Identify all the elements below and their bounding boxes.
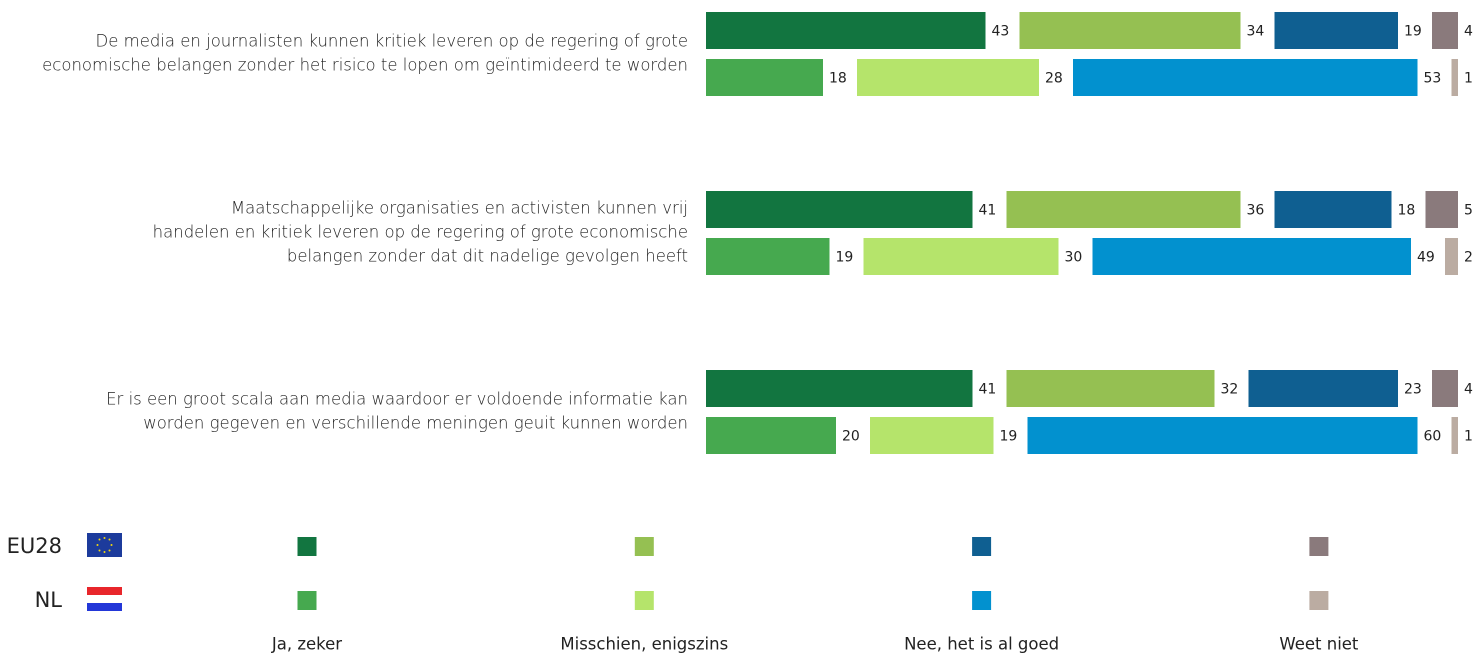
- bar-segment: [1445, 238, 1458, 275]
- bar-segment: [870, 417, 994, 454]
- bar-segment: [706, 59, 823, 96]
- value-label: 49: [1417, 250, 1435, 266]
- value-label: 28: [1045, 71, 1063, 87]
- value-label: 36: [1247, 203, 1265, 219]
- legend-swatch: [634, 591, 654, 610]
- legend-label: Nee, het is al goed: [904, 635, 1059, 653]
- bar-segment: [863, 238, 1059, 275]
- value-label: 4: [1464, 382, 1473, 398]
- value-label: 53: [1424, 71, 1442, 87]
- bar-segment: [1432, 12, 1458, 49]
- bar-segment: [1274, 12, 1398, 49]
- group-label: NL: [35, 588, 63, 612]
- value-label: 19: [1000, 429, 1018, 445]
- bar-segment: [1006, 191, 1241, 228]
- value-label: 19: [836, 250, 854, 266]
- bar-segment: [1432, 370, 1458, 407]
- bar-segment: [706, 191, 973, 228]
- legend-swatch: [297, 537, 317, 556]
- value-label: 34: [1247, 24, 1265, 40]
- value-label: 30: [1065, 250, 1083, 266]
- value-label: 41: [979, 382, 997, 398]
- bar-segment: [1006, 370, 1215, 407]
- bar-segment: [1092, 238, 1411, 275]
- value-label: 2: [1464, 250, 1473, 266]
- value-label: 1: [1464, 429, 1473, 445]
- bar-segment: [857, 59, 1039, 96]
- legend-label: Ja, zeker: [271, 635, 342, 653]
- value-label: 5: [1464, 203, 1473, 219]
- nl-flag: [87, 587, 122, 611]
- legend-label: Weet niet: [1279, 635, 1359, 653]
- bar-segment: [1019, 12, 1241, 49]
- question-label: belangen zonder dat dit nadelige gevolge…: [287, 247, 688, 266]
- bar-segment: [706, 238, 830, 275]
- question-label: economische belangen zonder het risico t…: [42, 56, 688, 75]
- value-label: 23: [1404, 382, 1422, 398]
- bar-segment: [706, 370, 973, 407]
- value-label: 43: [992, 24, 1010, 40]
- legend-swatch: [297, 591, 317, 610]
- bar-segment: [1451, 59, 1458, 96]
- value-label: 18: [1398, 203, 1416, 219]
- group-label: EU28: [7, 534, 62, 558]
- bar-segment: [1027, 417, 1418, 454]
- value-label: 32: [1221, 382, 1239, 398]
- question-label: handelen en kritiek leveren op de regeri…: [153, 223, 688, 242]
- bar-segment: [1248, 370, 1398, 407]
- bar-segment: [706, 12, 986, 49]
- question-label: Maatschappelijke organisaties en activis…: [231, 199, 688, 218]
- value-label: 41: [979, 203, 997, 219]
- question-label: De media en journalisten kunnen kritiek …: [96, 32, 688, 51]
- legend-swatch: [1309, 537, 1329, 556]
- value-label: 19: [1404, 24, 1422, 40]
- bar-segment: [1274, 191, 1392, 228]
- legend-swatch: [634, 537, 654, 556]
- value-label: 18: [829, 71, 847, 87]
- legend-swatch: [972, 537, 992, 556]
- bar-segment: [1073, 59, 1418, 96]
- question-label: Er is een groot scala aan media waardoor…: [106, 390, 688, 409]
- value-label: 60: [1424, 429, 1442, 445]
- legend-swatch: [972, 591, 992, 610]
- value-label: 4: [1464, 24, 1473, 40]
- question-label: worden gegeven en verschillende meningen…: [143, 414, 688, 433]
- bar-segment: [706, 417, 836, 454]
- bar-segment: [1425, 191, 1458, 228]
- legend-label: Misschien, enigszins: [560, 635, 728, 653]
- legend-swatch: [1309, 591, 1329, 610]
- eu-flag: [87, 533, 122, 557]
- value-label: 20: [842, 429, 860, 445]
- bar-segment: [1451, 417, 1458, 454]
- value-label: 1: [1464, 71, 1473, 87]
